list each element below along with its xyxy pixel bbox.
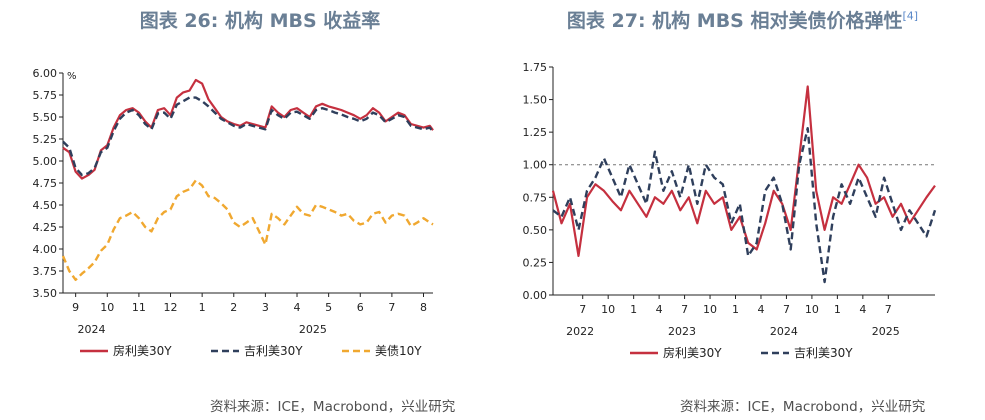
1-y-tick-label: 0.00 (523, 289, 548, 302)
0-y-tick-label: 3.75 (33, 265, 58, 278)
0-year-label: 2024 (77, 323, 105, 336)
1-y-tick-label: 0.50 (523, 224, 548, 237)
0-year-label: 2025 (299, 323, 327, 336)
1-x-tick-label: 1 (732, 303, 739, 316)
0-x-tick-label: 1 (199, 301, 206, 314)
0-series-line-1 (62, 96, 434, 177)
0-y-tick-label: 5.75 (33, 89, 58, 102)
1-x-tick-label: 1 (834, 303, 841, 316)
0-y-unit: % (67, 71, 77, 82)
right-chart: 0.00 0.25 0.50 0.75 1.00 1.25 1.50 1.75 7 10 1 4 7 10… (523, 61, 937, 360)
0-y-tick-label: 4.50 (33, 199, 58, 212)
0-x-tick-label: 8 (420, 301, 427, 314)
right-chart-source: 资料来源：ICE，Macrobond，兴业研究 (680, 399, 926, 415)
0-x-tick-label: 5 (325, 301, 332, 314)
0-series-line-0 (62, 78, 434, 180)
1-x-tick-label: 10 (601, 303, 615, 316)
1-year-label: 2025 (872, 325, 900, 338)
1-y-tick-label: 1.00 (523, 159, 548, 172)
0-x-tick-label: 6 (357, 301, 364, 314)
1-series-line-1 (552, 126, 937, 284)
right-chart-title: 图表 27: 机构 MBS 相对美债价格弹性[4] (500, 6, 985, 33)
1-x-tick-label: 10 (805, 303, 819, 316)
right-chart-title-ref[interactable]: [4] (902, 9, 919, 23)
1-x-tick-label: 7 (885, 303, 892, 316)
0-y-tick-label: 4.00 (33, 243, 58, 256)
1-y-tick-label: 0.25 (523, 256, 548, 269)
1-x-tick-label: 7 (681, 303, 688, 316)
0-legend-label-0: 房利美30Y (113, 343, 172, 358)
0-x-tick-label: 7 (388, 301, 395, 314)
1-legend-label-0: 房利美30Y (663, 345, 722, 360)
1-legend-label-1: 吉利美30Y (794, 346, 853, 360)
0-x-tick-label: 11 (132, 301, 146, 314)
0-x-tick-label: 3 (262, 301, 269, 314)
left-chart-title: 图表 26: 机构 MBS 收益率 (139, 10, 381, 32)
1-x-tick-label: 7 (579, 303, 586, 316)
0-x-tick-label: 2 (230, 301, 237, 314)
1-year-label: 2024 (770, 325, 798, 338)
0-y-tick-label: 5.50 (33, 111, 58, 124)
left-chart-source: 资料来源：ICE，Macrobond，兴业研究 (210, 399, 456, 415)
1-x-tick-label: 4 (859, 303, 866, 316)
0-x-tick-label: 12 (164, 301, 178, 314)
0-x-tick-label: 4 (294, 301, 301, 314)
0-y-tick-label: 4.25 (33, 221, 58, 234)
1-x-tick-label: 4 (757, 303, 764, 316)
1-year-label: 2022 (566, 325, 594, 338)
right-chart-title-text: 图表 27: 机构 MBS 相对美债价格弹性 (566, 10, 903, 32)
0-legend-label-2: 美债10Y (375, 344, 422, 358)
0-x-tick-label: 10 (100, 301, 114, 314)
1-x-tick-label: 10 (703, 303, 717, 316)
1-y-tick-label: 1.75 (523, 61, 548, 74)
1-year-label: 2023 (668, 325, 696, 338)
0-y-tick-label: 5.00 (33, 155, 58, 168)
left-chart: 3.50 3.75 4.00 4.25 4.50 4.75 5.00 5.25 5.50 5.75… (33, 67, 434, 358)
0-series-line-2 (61, 179, 434, 282)
0-y-tick-label: 5.25 (33, 133, 58, 146)
0-y-tick-label: 4.75 (33, 177, 58, 190)
1-y-tick-label: 0.75 (523, 191, 548, 204)
0-legend-label-1: 吉利美30Y (244, 344, 303, 358)
0-x-tick-label: 9 (72, 301, 79, 314)
1-x-tick-label: 4 (656, 303, 663, 316)
1-x-tick-label: 7 (783, 303, 790, 316)
0-y-tick-label: 3.50 (33, 287, 58, 300)
1-y-tick-label: 1.25 (523, 126, 548, 139)
0-y-tick-label: 6.00 (33, 67, 58, 80)
1-y-tick-label: 1.50 (523, 94, 548, 107)
1-x-tick-label: 1 (630, 303, 637, 316)
